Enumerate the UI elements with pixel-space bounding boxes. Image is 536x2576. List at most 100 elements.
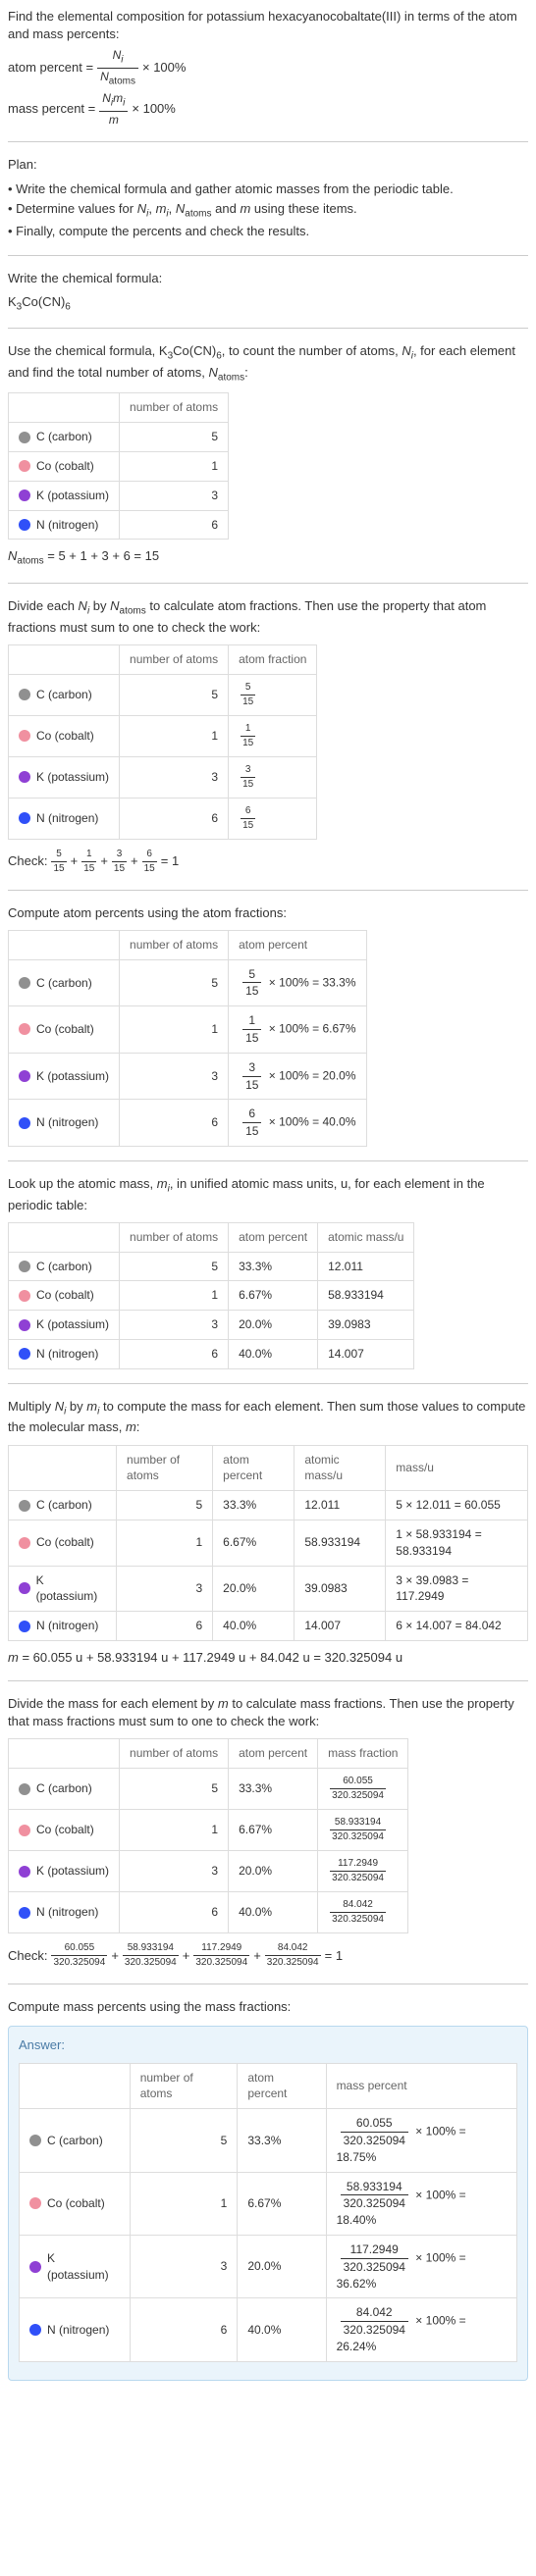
element-dot [19, 730, 30, 742]
element-dot [19, 1621, 30, 1632]
atoms-value: 6 [120, 1339, 229, 1368]
header-num-atoms: number of atoms [120, 644, 229, 674]
plan-list: • Write the chemical formula and gather … [8, 180, 528, 241]
element-cell: Co (cobalt) [9, 715, 120, 756]
header-mass: mass/u [386, 1445, 528, 1491]
table-row: C (carbon)533.3%60.055320.325094 × 100% … [20, 2109, 517, 2172]
element-cell: N (nitrogen) [9, 1339, 120, 1368]
atomic-mass-value: 58.933194 [295, 1520, 386, 1566]
atoms-value: 3 [130, 2236, 238, 2298]
percent-value: 20.0% [213, 1566, 295, 1612]
header-num-atoms: number of atoms [117, 1445, 213, 1491]
fraction-value: 515 [229, 674, 317, 715]
element-dot [19, 1866, 30, 1878]
percent-value: 33.3% [238, 2109, 326, 2172]
atoms-value: 1 [120, 1810, 229, 1851]
atoms-value: 3 [120, 756, 229, 798]
table-row: C (carbon)5 [9, 423, 229, 452]
element-cell: N (nitrogen) [9, 1100, 120, 1147]
percent-value: 6.67% [229, 1810, 318, 1851]
element-dot [19, 489, 30, 501]
answer-label: Answer: [19, 2036, 517, 2054]
header-empty [9, 393, 120, 423]
element-dot [19, 460, 30, 472]
table-row: N (nitrogen)640.0%14.007 [9, 1339, 414, 1368]
header-atom-percent: atom percent [213, 1445, 295, 1491]
element-name: K (potassium) [36, 1068, 109, 1085]
atoms-value: 1 [120, 715, 229, 756]
intro-text: Find the elemental composition for potas… [8, 8, 528, 43]
times-100: × 100% [142, 59, 186, 77]
mass-fraction-value: 60.055320.325094 [318, 1769, 408, 1810]
percent-value: 515 × 100% = 33.3% [229, 959, 366, 1006]
element-cell: N (nitrogen) [9, 510, 120, 540]
atoms-value: 6 [120, 1892, 229, 1933]
mass-fraction-value: 58.933194320.325094 [318, 1810, 408, 1851]
table-row: K (potassium)320.0%117.2949320.325094 [9, 1851, 408, 1892]
header-num-atoms: number of atoms [120, 1222, 229, 1252]
mass-value: 6 × 14.007 = 84.042 [386, 1612, 528, 1641]
element-cell: Co (cobalt) [9, 452, 120, 482]
element-cell: K (potassium) [9, 1566, 117, 1612]
atom-frac-text: Divide each Ni by Natoms to calculate at… [8, 597, 528, 637]
element-name: C (carbon) [36, 1780, 92, 1797]
element-name: C (carbon) [36, 687, 92, 703]
percent-value: 33.3% [213, 1491, 295, 1520]
atoms-value: 6 [117, 1612, 213, 1641]
divider [8, 890, 528, 891]
element-name: Co (cobalt) [47, 2195, 105, 2212]
header-atomic-mass: atomic mass/u [318, 1222, 414, 1252]
header-atom-percent: atom percent [229, 1222, 318, 1252]
mass-percent-value: 117.2949320.325094 × 100% = 36.62% [326, 2236, 516, 2298]
plan-item: • Write the chemical formula and gather … [8, 180, 528, 198]
percent-value: 315 × 100% = 20.0% [229, 1053, 366, 1100]
element-cell: C (carbon) [9, 423, 120, 452]
mass-value: 3 × 39.0983 = 117.2949 [386, 1566, 528, 1612]
header-mass-fraction: mass fraction [318, 1739, 408, 1769]
element-cell: K (potassium) [9, 1053, 120, 1100]
check-mass-frac: Check: 60.055320.325094 + 58.933194320.3… [8, 1941, 528, 1970]
mass-percent-value: 84.042320.325094 × 100% = 26.24% [326, 2298, 516, 2361]
percent-value: 40.0% [229, 1339, 318, 1368]
atomic-mass-value: 39.0983 [318, 1311, 414, 1340]
fraction-value: 115 [229, 715, 317, 756]
atom-percent-label: atom percent = [8, 59, 93, 77]
mass-frac-text: Divide the mass for each element by m to… [8, 1695, 528, 1730]
atoms-value: 6 [120, 510, 229, 540]
element-name: N (nitrogen) [36, 517, 98, 534]
atom-percent-formula: atom percent = Ni Natoms × 100% [8, 47, 528, 88]
element-name: K (potassium) [47, 2250, 120, 2284]
element-cell: K (potassium) [9, 481, 120, 510]
table-row: Co (cobalt) 16.67%58.933194320.325094 [9, 1810, 408, 1851]
atomic-mass-value: 58.933194 [318, 1281, 414, 1311]
element-dot [19, 1783, 30, 1795]
element-dot [19, 977, 30, 989]
atoms-value: 1 [120, 452, 229, 482]
percent-value: 6.67% [229, 1281, 318, 1311]
atoms-value: 6 [130, 2298, 238, 2361]
element-dot [29, 2261, 41, 2273]
mass-percent-text: Compute mass percents using the mass fra… [8, 1998, 528, 2016]
percent-value: 40.0% [229, 1892, 318, 1933]
divider [8, 1160, 528, 1161]
header-empty [9, 644, 120, 674]
element-cell: C (carbon) [9, 959, 120, 1006]
mass-percent-value: 60.055320.325094 × 100% = 18.75% [326, 2109, 516, 2172]
element-name: N (nitrogen) [36, 1904, 98, 1921]
header-empty [9, 1739, 120, 1769]
table-row: N (nitrogen)640.0%14.0076 × 14.007 = 84.… [9, 1612, 528, 1641]
table-header-row: number of atoms atom percent atomic mass… [9, 1445, 528, 1491]
write-formula-header: Write the chemical formula: [8, 270, 528, 287]
percent-value: 20.0% [238, 2236, 326, 2298]
element-name: K (potassium) [36, 769, 109, 786]
mass-table: number of atoms atom percent atomic mass… [8, 1445, 528, 1641]
element-name: Co (cobalt) [36, 1822, 94, 1838]
mass-fraction-table: number of atoms atom percent mass fracti… [8, 1738, 408, 1933]
header-num-atoms: number of atoms [120, 1739, 229, 1769]
element-dot [29, 2135, 41, 2146]
element-name: C (carbon) [36, 975, 92, 992]
atoms-value: 3 [120, 1851, 229, 1892]
element-dot [19, 1261, 30, 1272]
element-name: Co (cobalt) [36, 1287, 94, 1304]
percent-value: 20.0% [229, 1311, 318, 1340]
